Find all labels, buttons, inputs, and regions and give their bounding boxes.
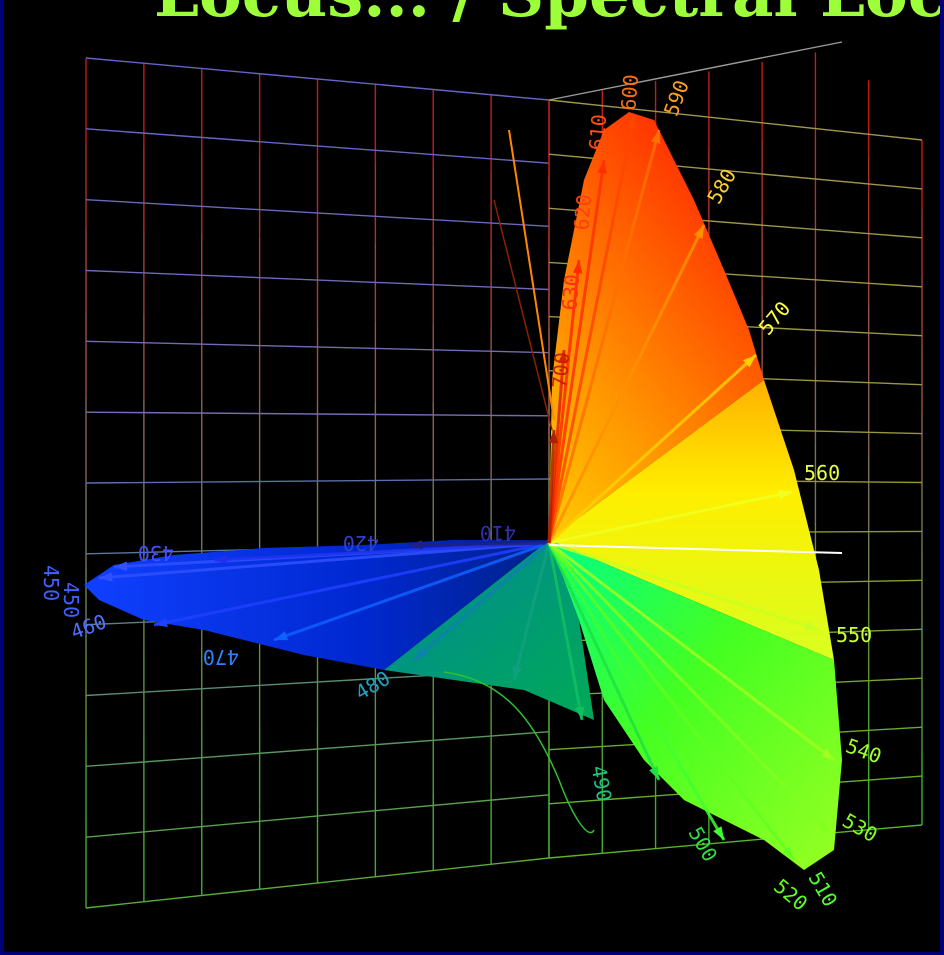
grid-line [85, 128, 550, 164]
ray-arrowhead [274, 631, 288, 641]
wavelength-label: 470 [203, 645, 239, 669]
orange-trace-line [508, 129, 555, 421]
wavelength-label: 550 [836, 623, 872, 647]
ray-arrowhead [114, 561, 128, 572]
ray-arrowhead [743, 355, 756, 368]
wavelength-label: 620 [569, 193, 596, 231]
green-fan-surface [549, 540, 842, 870]
wavelength-ray [547, 224, 706, 544]
wavelength-label: 510 [804, 868, 843, 911]
wavelength-ray [547, 541, 831, 834]
ray-arrowhead [597, 160, 607, 174]
ray-arrowhead [650, 130, 661, 144]
wavelength-ray [548, 541, 820, 632]
wavelength-label: 540 [843, 734, 885, 769]
locus-curves [443, 129, 843, 834]
ray-arrowhead [574, 706, 585, 720]
wavelength-ray [548, 490, 793, 545]
ray-arrowhead [693, 225, 704, 239]
ray-arrowhead [512, 666, 522, 680]
grid-line [85, 857, 550, 909]
wavelength-label: 450 [59, 582, 83, 618]
wavelength-label: 530 [838, 808, 881, 847]
wavelength-ray [408, 541, 550, 547]
wavelength-ray [153, 541, 550, 627]
ray-arrowhead [154, 617, 168, 628]
grid-line [85, 478, 550, 484]
grid-line [548, 41, 843, 101]
wavelength-ray [547, 353, 758, 545]
wavelength-ray [547, 129, 661, 544]
ray-arrowhead [626, 115, 637, 129]
wavelength-label: 410 [480, 521, 516, 545]
wavelength-ray [512, 542, 551, 681]
wavelength-ray [548, 541, 835, 762]
left-grid-wall [85, 57, 550, 909]
ray-arrowhead [649, 766, 659, 780]
wavelength-ray [547, 159, 606, 544]
wavelength-ray [547, 542, 584, 721]
wavelength-ray [213, 541, 550, 562]
green-trace-curve [443, 671, 595, 834]
ray-arrowhead [214, 554, 228, 565]
yellow-fan-surface [549, 380, 834, 660]
wavelength-label: 430 [138, 541, 174, 565]
wavelength-label: 480 [351, 666, 394, 705]
wavelength-label: 700 [547, 351, 574, 389]
locus-surface [84, 112, 842, 870]
ray-arrowhead [713, 826, 724, 840]
ray-arrowhead [816, 819, 829, 832]
grid-line [548, 824, 923, 859]
wavelength-label: 590 [659, 77, 694, 119]
grid-line [85, 730, 550, 768]
wavelength-rays [98, 114, 835, 861]
teal-fan-surface [384, 540, 594, 720]
blue-fan-surface [84, 540, 549, 670]
wavelength-label: 420 [343, 531, 379, 555]
ray-arrowhead [558, 350, 568, 364]
ray-arrowhead [805, 621, 819, 631]
dark-red-trace-line [493, 199, 553, 431]
spectral-locus-scene: 450 450 460 430 420 410 470 480 490 500 … [39, 41, 923, 916]
ray-arrowhead [548, 430, 559, 444]
wavelength-ray [547, 542, 796, 861]
ray-arrowhead [820, 748, 834, 760]
ray-arrowhead [414, 647, 428, 660]
grid-line [85, 411, 550, 417]
wavelength-label: 450 [39, 565, 63, 601]
grid-line [548, 99, 923, 141]
grid-line [85, 269, 550, 291]
wavelength-ray [547, 542, 726, 841]
white-axis-line [548, 544, 843, 554]
wavelength-label: 560 [804, 461, 840, 485]
ray-arrowhead [572, 260, 583, 274]
wavelength-ray [413, 541, 550, 662]
wavelength-label: 490 [587, 764, 617, 804]
page-title: Locus... / Spectral Locus [154, 0, 940, 30]
wavelength-label: 610 [584, 113, 611, 151]
wavelength-ray [547, 542, 661, 781]
wavelength-ray [547, 429, 556, 544]
grid-line [85, 340, 550, 354]
ray-arrowhead [778, 490, 792, 500]
wavelength-label: 570 [754, 297, 796, 340]
wavelength-label: 630 [557, 273, 584, 311]
wavelength-ray [273, 541, 550, 642]
ray-arrowhead [409, 540, 423, 550]
wavelength-ray [98, 541, 550, 580]
grid-line [85, 57, 550, 101]
ray-arrowhead [782, 846, 794, 860]
ray-arrowhead [99, 572, 113, 582]
wavelength-ray [547, 114, 636, 544]
grid-line [85, 198, 550, 228]
grid-line [85, 794, 550, 838]
wavelength-label: 600 [616, 73, 643, 111]
